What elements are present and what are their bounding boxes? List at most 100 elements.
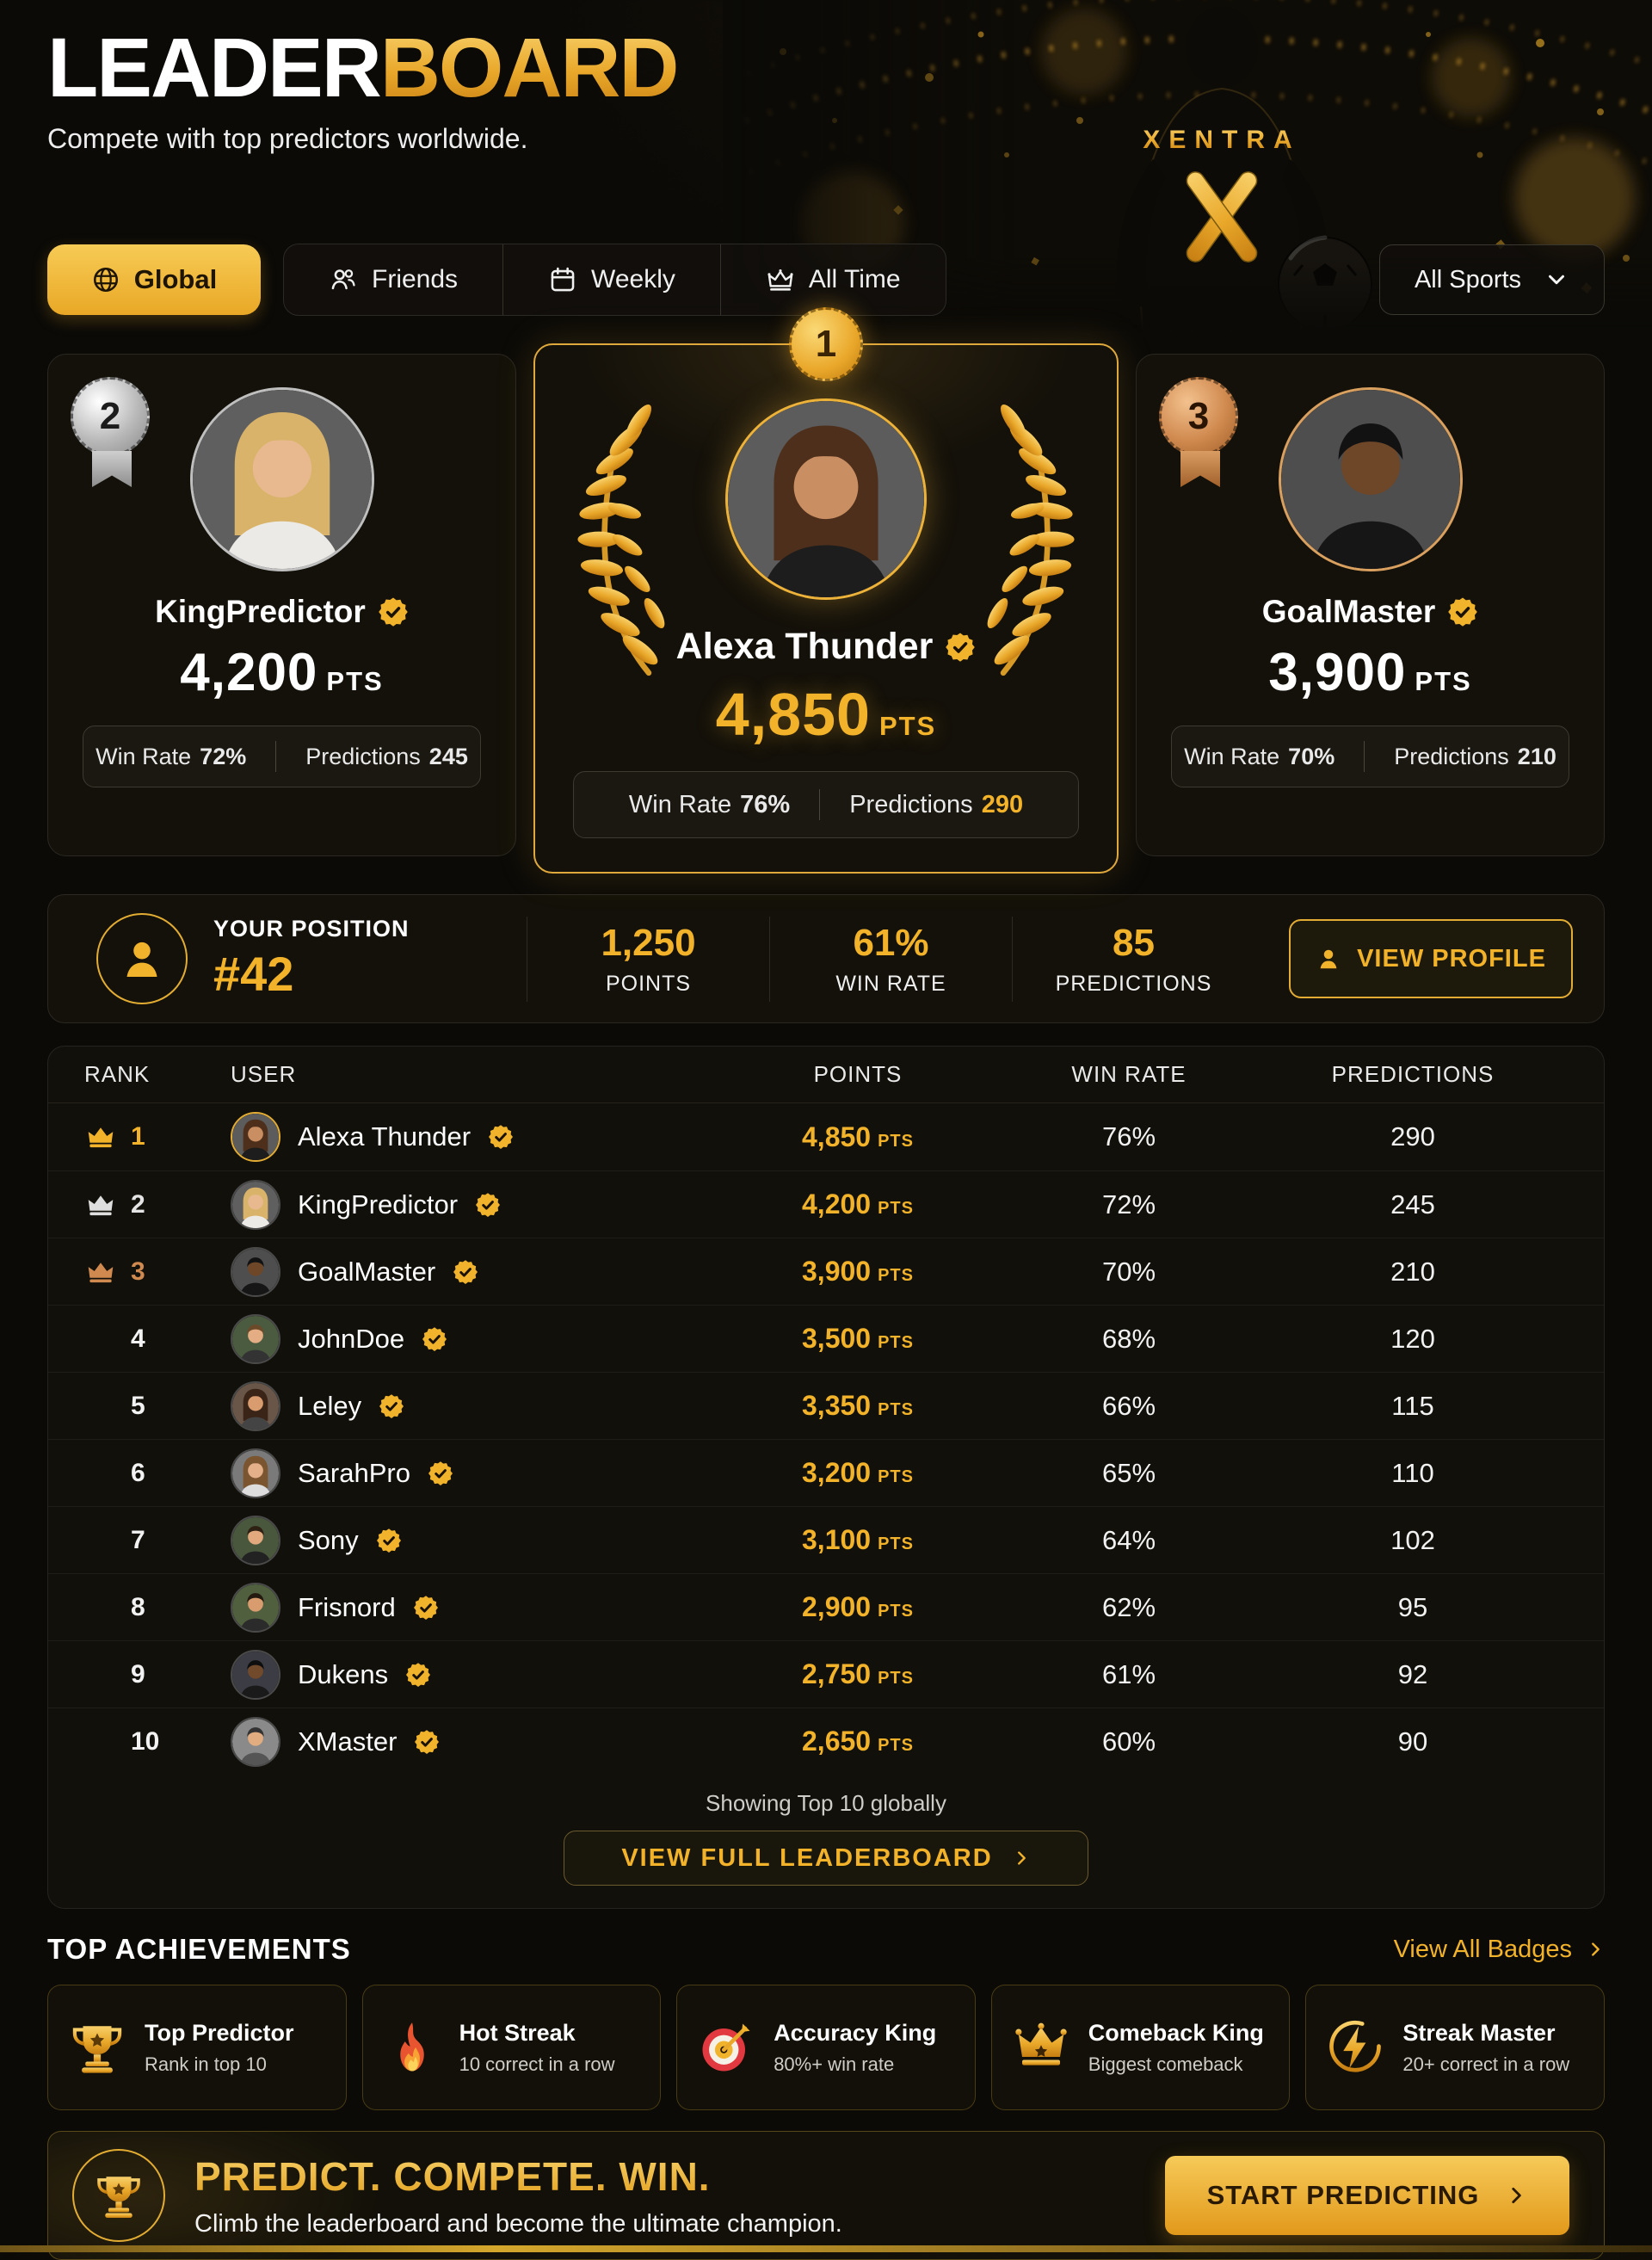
- podium-points: 4,850 PTS: [715, 681, 937, 748]
- your-points-stat: 1,250 POINTS: [527, 916, 769, 1002]
- verified-badge-icon: [475, 1192, 501, 1218]
- avatar: [231, 1716, 280, 1767]
- avatar: [231, 1179, 280, 1230]
- tab-friends-label: Friends: [372, 265, 459, 293]
- trophy-icon: [69, 2019, 126, 2076]
- crown-icon: [766, 265, 795, 294]
- globe-icon: [91, 265, 120, 294]
- bottom-accent-strip: [0, 2245, 1652, 2252]
- verified-badge-icon: [378, 596, 409, 627]
- your-predictions-stat: 85 PREDICTIONS: [1012, 916, 1254, 1002]
- title-leader: LEADER: [47, 21, 382, 114]
- tab-global[interactable]: Global: [47, 244, 261, 315]
- divider: [819, 789, 821, 820]
- verified-badge-icon: [428, 1460, 453, 1486]
- header-points: POINTS: [813, 1061, 903, 1087]
- avatar: [231, 1313, 280, 1364]
- tab-friends[interactable]: Friends: [284, 244, 502, 315]
- bolt-icon: [1327, 2019, 1384, 2076]
- start-predicting-button[interactable]: START PREDICTING: [1165, 2156, 1569, 2235]
- podium-card-second: 2 KingPredictor 4,200 PTS Win Rate 72% Pre…: [47, 354, 516, 856]
- view-all-badges-link[interactable]: View All Badges: [1394, 1936, 1605, 1964]
- rank-3-number: 3: [1159, 377, 1238, 456]
- table-row[interactable]: 10 XMaster 2,650 PTS 60% 90: [48, 1707, 1604, 1775]
- tab-all-time-label: All Time: [808, 265, 901, 293]
- verified-badge-icon: [376, 1528, 402, 1553]
- view-profile-button[interactable]: VIEW PROFILE: [1289, 919, 1573, 998]
- trophy-icon: [72, 2149, 165, 2242]
- verified-badge-icon: [379, 1393, 404, 1419]
- table-row[interactable]: 1 Alexa Thunder 4,850 PTS 76% 290: [48, 1103, 1604, 1170]
- podium-section: 2 KingPredictor 4,200 PTS Win Rate 72% Pre…: [47, 307, 1605, 874]
- tab-weekly-label: Weekly: [591, 265, 675, 293]
- table-row[interactable]: 3 GoalMaster 3,900 PTS 70% 210: [48, 1238, 1604, 1305]
- table-row[interactable]: 4 JohnDoe 3,500 PTS 68% 120: [48, 1305, 1604, 1372]
- table-row[interactable]: 8 Frisnord 2,900 PTS 62% 95: [48, 1573, 1604, 1640]
- cta-subtitle: Climb the leaderboard and become the ult…: [194, 2209, 842, 2238]
- friends-icon: [329, 265, 358, 294]
- table-row[interactable]: 5 Leley 3,350 PTS 66% 115: [48, 1372, 1604, 1439]
- achievement-card-hot-streak[interactable]: Hot Streak 10 correct in a row: [361, 1985, 662, 2110]
- user-avatar-icon: [96, 913, 188, 1004]
- podium-card-first: 1 Alexa Thunder 4,850 PTS Win Rate 76% Pre…: [533, 307, 1119, 874]
- podium-stats: Win Rate 70% Predictions 210: [1171, 726, 1569, 787]
- filter-tabs-strip: Friends Weekly All Time: [283, 244, 946, 316]
- achievement-card-top-predictor[interactable]: Top Predictor Rank in top 10: [47, 1985, 347, 2110]
- tab-weekly[interactable]: Weekly: [502, 244, 720, 315]
- avatar: [231, 1515, 280, 1565]
- verified-badge-icon: [413, 1595, 439, 1621]
- gold-rank-badge: 1: [789, 307, 863, 381]
- cta-banner: PREDICT. COMPETE. WIN. Climb the leaderb…: [47, 2131, 1605, 2260]
- flame-icon: [384, 2019, 441, 2076]
- view-full-leaderboard-button[interactable]: VIEW FULL LEADERBOARD: [564, 1831, 1088, 1886]
- podium-stats: Win Rate 72% Predictions 245: [83, 726, 481, 787]
- podium-user-name: Alexa Thunder: [675, 626, 934, 667]
- header-predictions: PREDICTIONS: [1331, 1061, 1495, 1087]
- table-header-row: RANK USER POINTS WIN RATE PREDICTIONS: [48, 1047, 1604, 1103]
- cta-title: PREDICT. COMPETE. WIN.: [194, 2153, 842, 2200]
- silver-medal-icon: 2: [71, 377, 153, 487]
- medal-ribbon: [92, 451, 132, 487]
- page-title: LEADERBOARD: [47, 26, 1605, 109]
- page-subtitle: Compete with top predictors worldwide.: [47, 123, 528, 154]
- table-row[interactable]: 6 SarahPro 3,200 PTS 65% 110: [48, 1439, 1604, 1506]
- avatar: [231, 1582, 280, 1633]
- verified-badge-icon: [422, 1326, 447, 1352]
- table-row[interactable]: 7 Sony 3,100 PTS 64% 102: [48, 1506, 1604, 1573]
- avatar: [231, 1246, 280, 1297]
- table-row[interactable]: 9 Dukens 2,750 PTS 61% 92: [48, 1640, 1604, 1707]
- target-icon: [698, 2019, 755, 2076]
- crown-icon: [1013, 2019, 1069, 2076]
- header-rank: RANK: [84, 1061, 151, 1087]
- chevron-right-icon: [1586, 1940, 1605, 1959]
- sport-filter-dropdown[interactable]: All Sports: [1379, 244, 1605, 315]
- achievements-section: TOP ACHIEVEMENTS View All Badges Top Pre…: [47, 1933, 1605, 2110]
- verified-badge-icon: [414, 1729, 440, 1755]
- filter-bar: Global Friends Weekly All Time All Sport: [47, 244, 1605, 316]
- verified-badge-icon: [488, 1124, 514, 1150]
- podium-stats: Win Rate 76% Predictions 290: [573, 771, 1079, 838]
- verified-badge-icon: [1447, 596, 1478, 627]
- avatar: [231, 1649, 280, 1700]
- bronze-medal-icon: 3: [1159, 377, 1242, 487]
- verified-badge-icon: [405, 1662, 431, 1688]
- table-row[interactable]: 2 KingPredictor 4,200 PTS 72% 245: [48, 1170, 1604, 1238]
- your-position-bar: YOUR POSITION #42 1,250 POINTS 61% WIN R…: [47, 894, 1605, 1023]
- achievement-card-streak-master[interactable]: Streak Master 20+ correct in a row: [1305, 1985, 1605, 2110]
- divider: [1364, 741, 1365, 772]
- podium-user-name: GoalMaster: [1261, 594, 1436, 629]
- your-rank: #42: [213, 947, 294, 1001]
- calendar-icon: [548, 265, 577, 294]
- sport-filter-value: All Sports: [1414, 265, 1522, 293]
- avatar: [231, 1112, 280, 1162]
- your-position-label: YOUR POSITION: [213, 916, 410, 942]
- divider: [275, 741, 277, 772]
- title-board: BOARD: [379, 21, 680, 114]
- header-user: USER: [231, 1061, 297, 1087]
- tab-all-time[interactable]: All Time: [719, 244, 946, 315]
- rank-2-number: 2: [71, 377, 150, 456]
- gold-crown-icon: [84, 1124, 117, 1148]
- hero-header: XENTRA LEADERBOARD Compete with top pred…: [47, 0, 1652, 331]
- achievement-card-accuracy-king[interactable]: Accuracy King 80%+ win rate: [676, 1985, 976, 2110]
- achievement-card-comeback-king[interactable]: Comeback King Biggest comeback: [990, 1985, 1291, 2110]
